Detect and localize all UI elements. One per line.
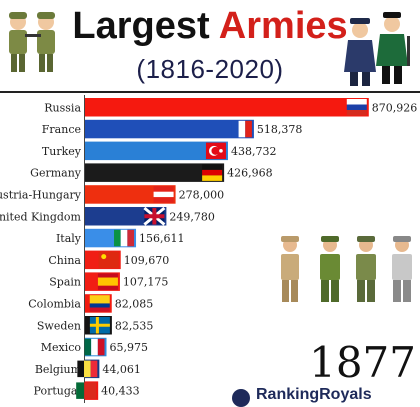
mexico-flag-stripe xyxy=(91,338,98,356)
category-label: Germany xyxy=(30,167,82,180)
value-label: 65,975 xyxy=(109,341,147,354)
category-label: Mexico xyxy=(41,341,82,354)
category-label: Portugal xyxy=(34,385,82,398)
belgium-flag-stripe xyxy=(84,360,91,378)
mexico-flag-stripe xyxy=(84,338,92,356)
value-label: 518,378 xyxy=(257,123,303,136)
category-label: Italy xyxy=(56,232,82,245)
chart-axis-line xyxy=(84,95,85,403)
russia-flag-stripe xyxy=(346,99,367,105)
spain-flag-stripe xyxy=(97,277,118,286)
russia-flag-stripe xyxy=(346,104,367,110)
bar xyxy=(85,119,254,139)
belgium-flag-stripe xyxy=(77,360,85,378)
germany-flag-stripe xyxy=(202,164,223,170)
category-label: Sweden xyxy=(37,319,81,332)
turkey-flag-crescent-cut xyxy=(211,146,220,155)
value-label: 40,433 xyxy=(101,385,140,398)
sweden-flag-cross xyxy=(89,323,110,327)
france-flag-stripe xyxy=(245,120,252,138)
brand-name: RankingRoyals xyxy=(256,386,372,403)
germany-flag-stripe xyxy=(202,175,223,181)
bar xyxy=(85,98,369,117)
value-label: 438,732 xyxy=(231,145,277,158)
category-label: United Kingdom xyxy=(0,210,82,223)
turkey-flag-star xyxy=(219,149,223,153)
belgium-flag-stripe xyxy=(90,360,98,378)
china-flag-star xyxy=(101,254,107,260)
title-divider xyxy=(0,91,420,93)
united-kingdom-flag-cross xyxy=(144,214,165,219)
title-part-1: Largest xyxy=(72,5,210,47)
austria-hungary-flag-stripe xyxy=(153,191,174,198)
value-label: 44,061 xyxy=(102,363,141,376)
colombia-flag-stripe xyxy=(89,303,110,308)
france-flag-stripe xyxy=(238,120,246,138)
category-label: Colombia xyxy=(28,298,81,311)
chart-title: Largest Armies xyxy=(0,4,420,48)
china-flag-field xyxy=(98,251,119,269)
value-label: 156,611 xyxy=(139,232,185,245)
bar xyxy=(85,163,225,182)
category-label: China xyxy=(48,254,81,267)
portugal-flag-stripe xyxy=(76,382,85,399)
year-label: 1877 xyxy=(309,338,416,387)
value-label: 82,085 xyxy=(115,298,154,311)
category-label: Belgium xyxy=(35,363,82,376)
italy-flag-stripe xyxy=(120,229,128,247)
title-part-2: Armies xyxy=(218,5,348,47)
value-label: 107,175 xyxy=(123,276,168,289)
bar xyxy=(85,185,176,204)
category-label: Russia xyxy=(44,101,81,114)
value-label: 870,926 xyxy=(372,101,418,114)
colombia-flag-stripe xyxy=(89,295,110,304)
value-label: 426,968 xyxy=(227,167,272,180)
category-label: France xyxy=(42,123,81,136)
bar xyxy=(85,141,228,161)
germany-flag-stripe xyxy=(202,169,223,176)
italy-flag-stripe xyxy=(114,229,121,247)
category-label: Austria-Hungary xyxy=(0,189,82,202)
value-label: 249,780 xyxy=(169,210,215,223)
spain-flag-stripe xyxy=(97,285,118,290)
mexico-flag-stripe xyxy=(97,338,105,356)
category-label: Spain xyxy=(49,276,81,289)
italy-flag-stripe xyxy=(127,229,135,247)
colombia-flag-stripe xyxy=(89,307,110,312)
chart-subtitle: (1816-2020) xyxy=(136,54,284,84)
value-label: 82,535 xyxy=(115,319,154,332)
spain-flag-stripe xyxy=(97,273,118,278)
brand-logo-icon xyxy=(232,389,250,407)
value-label: 278,000 xyxy=(179,189,225,202)
france-flag-stripe xyxy=(231,120,239,138)
portugal-flag-stripe xyxy=(84,382,97,399)
austria-hungary-flag-stripe xyxy=(153,186,174,192)
russia-flag-stripe xyxy=(346,110,367,116)
category-label: Turkey xyxy=(42,145,82,158)
value-label: 109,670 xyxy=(124,254,170,267)
austria-hungary-flag-stripe xyxy=(153,197,174,203)
